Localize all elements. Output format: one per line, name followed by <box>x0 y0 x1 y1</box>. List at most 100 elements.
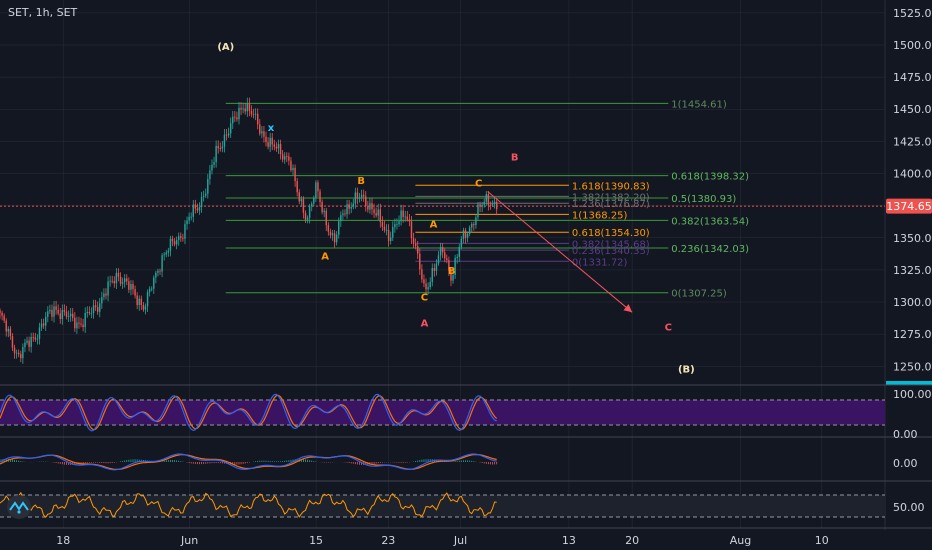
candle <box>28 336 30 352</box>
candle <box>126 274 128 286</box>
candle <box>209 165 211 185</box>
wave-label: B <box>511 153 519 164</box>
candle <box>74 312 76 332</box>
fib-level-label: 0(1307.25) <box>671 289 727 300</box>
candle <box>277 139 280 155</box>
time-tick-label: 13 <box>562 534 576 547</box>
candle <box>246 97 249 117</box>
candle <box>198 202 201 215</box>
candle <box>279 139 282 160</box>
candle <box>7 326 10 338</box>
candle <box>479 201 481 213</box>
candle <box>80 317 82 328</box>
candle <box>128 277 130 293</box>
candle <box>416 240 419 259</box>
candle <box>331 230 334 241</box>
stochastic-k-line <box>0 393 497 432</box>
candle <box>437 251 440 266</box>
candle <box>34 333 37 342</box>
candle <box>454 254 456 279</box>
candle <box>302 196 305 219</box>
candle <box>223 129 226 153</box>
fib2-level-label: 0.382(1345.68) <box>572 239 650 250</box>
stochastic-pane[interactable]: 100.00 0.00 <box>0 388 932 441</box>
price-tick-label: 1250.00 <box>893 360 932 373</box>
macd-pane[interactable]: 0.00 <box>0 453 918 471</box>
candle <box>431 263 433 287</box>
price-tick-label: 1275.00 <box>893 328 932 341</box>
candle <box>221 140 224 153</box>
price-axis[interactable]: 1525.00 1500.00 1475.00 1450.00 1425.00 1400.… <box>893 7 932 373</box>
candle <box>338 217 340 239</box>
candle <box>157 268 159 277</box>
candle <box>444 248 446 263</box>
candle <box>182 233 184 242</box>
candle <box>244 102 246 115</box>
time-axis[interactable]: 18 Jun 15 23 Jul 13 20 Aug 10 <box>56 534 829 547</box>
candle <box>385 224 388 236</box>
candle <box>9 326 12 340</box>
rsi-pane[interactable]: 50.00 <box>0 491 925 518</box>
candle <box>105 288 107 300</box>
candle <box>11 333 14 351</box>
candle <box>404 210 406 222</box>
candle <box>13 344 16 359</box>
candle <box>493 198 496 209</box>
candle <box>362 189 365 202</box>
candle <box>298 189 300 205</box>
macd-histogram <box>0 458 498 466</box>
candle <box>53 301 55 323</box>
candle <box>248 97 251 117</box>
price-tick-label: 1425.00 <box>893 135 932 148</box>
candle <box>55 300 57 315</box>
candle <box>107 276 109 302</box>
time-tick-label: 20 <box>625 534 639 547</box>
candle <box>238 102 240 125</box>
projection-arrow[interactable] <box>487 191 633 313</box>
candle <box>99 297 101 318</box>
candle <box>327 222 330 236</box>
candle <box>433 263 436 277</box>
candle <box>190 212 192 221</box>
candle <box>439 242 442 261</box>
candle <box>207 173 209 199</box>
tradingview-logo-icon[interactable] <box>7 495 31 519</box>
candle <box>371 197 373 216</box>
candle <box>205 188 207 198</box>
stochastic-axis-bottom: 0.00 <box>893 428 918 441</box>
candle <box>86 306 89 318</box>
candle <box>406 210 409 222</box>
current-price-label: 1374.65 <box>886 200 932 213</box>
wave-label: B <box>357 176 365 187</box>
candle <box>421 264 423 283</box>
candle <box>319 188 321 207</box>
candle <box>412 232 415 248</box>
candle <box>317 180 319 198</box>
candle <box>67 310 70 323</box>
candle <box>217 140 219 154</box>
candle <box>323 208 325 218</box>
candle <box>471 221 473 233</box>
wave-label: C <box>475 178 482 189</box>
price-tick-label: 1300.00 <box>893 296 932 309</box>
candle <box>329 228 332 239</box>
candle <box>92 299 95 319</box>
candle <box>477 201 479 221</box>
candle <box>414 238 417 250</box>
candle <box>396 218 398 230</box>
candle <box>42 318 45 329</box>
time-tick-label: Jun <box>180 534 198 547</box>
candle <box>292 164 294 175</box>
fib-level-label: 0.618(1398.32) <box>671 172 749 183</box>
candle <box>200 191 203 213</box>
candle <box>194 199 197 214</box>
candle <box>383 220 386 233</box>
candle <box>458 244 461 262</box>
candle <box>103 288 105 301</box>
fib-level-label: 0.236(1342.03) <box>671 244 749 255</box>
candle <box>489 201 492 210</box>
symbol-title[interactable]: SET, 1h, SET <box>8 6 78 19</box>
candle <box>495 197 498 216</box>
